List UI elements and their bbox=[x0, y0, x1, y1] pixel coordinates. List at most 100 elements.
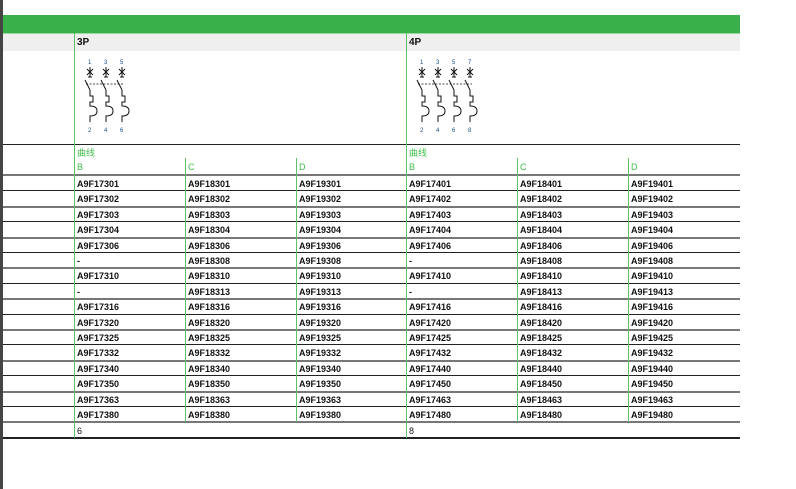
row-divider bbox=[3, 237, 740, 239]
product-reference: A9F19350 bbox=[299, 379, 342, 389]
terminal-number-top: 1 bbox=[420, 60, 424, 66]
window-edge bbox=[0, 0, 3, 489]
product-reference: A9F17416 bbox=[409, 302, 452, 312]
product-reference: A9F18406 bbox=[520, 241, 563, 251]
product-reference: A9F19480 bbox=[631, 410, 674, 420]
row-divider bbox=[3, 267, 740, 269]
product-reference: A9F18316 bbox=[188, 302, 231, 312]
product-reference: A9F19432 bbox=[631, 348, 674, 358]
product-reference: A9F17432 bbox=[409, 348, 452, 358]
product-reference: A9F17302 bbox=[77, 194, 120, 204]
product-reference: A9F18310 bbox=[188, 271, 231, 281]
product-reference: A9F19301 bbox=[299, 179, 342, 189]
product-reference: A9F19416 bbox=[631, 302, 674, 312]
pole-width-value: 6 bbox=[77, 426, 83, 436]
product-reference: A9F19316 bbox=[299, 302, 342, 312]
terminal-number-top: 5 bbox=[452, 60, 456, 66]
product-reference: A9F17425 bbox=[409, 333, 452, 343]
row-divider bbox=[3, 206, 740, 208]
product-reference: A9F18308 bbox=[188, 256, 231, 266]
product-reference: A9F18325 bbox=[188, 333, 231, 343]
product-reference: A9F19401 bbox=[631, 179, 674, 189]
product-reference: A9F19404 bbox=[631, 225, 674, 235]
product-reference: A9F17303 bbox=[77, 210, 120, 220]
product-reference: A9F17402 bbox=[409, 194, 452, 204]
product-reference: A9F19380 bbox=[299, 410, 342, 420]
product-reference: A9F18408 bbox=[520, 256, 563, 266]
product-reference: A9F17316 bbox=[77, 302, 120, 312]
product-reference: A9F18302 bbox=[188, 194, 231, 204]
divider bbox=[3, 174, 740, 176]
row-divider bbox=[3, 391, 740, 393]
row-divider bbox=[3, 190, 740, 191]
product-reference: A9F18340 bbox=[188, 364, 231, 374]
product-reference: A9F18313 bbox=[188, 287, 231, 297]
product-reference: A9F18401 bbox=[520, 179, 563, 189]
product-reference: A9F18463 bbox=[520, 395, 563, 405]
product-reference: A9F19408 bbox=[631, 256, 674, 266]
product-reference: A9F17450 bbox=[409, 379, 452, 389]
product-reference: A9F18306 bbox=[188, 241, 231, 251]
column-divider bbox=[517, 158, 518, 422]
terminal-number-bottom: 8 bbox=[468, 128, 472, 134]
row-divider bbox=[3, 298, 740, 300]
product-reference: A9F17306 bbox=[77, 241, 120, 251]
curve-label: 曲线 bbox=[409, 148, 428, 158]
row-divider bbox=[3, 421, 740, 423]
curve-header-b: B bbox=[77, 162, 84, 172]
product-reference: A9F18402 bbox=[520, 194, 563, 204]
product-reference: A9F17401 bbox=[409, 179, 452, 189]
product-reference: A9F17463 bbox=[409, 395, 452, 405]
row-divider bbox=[3, 283, 740, 284]
product-reference: A9F19320 bbox=[299, 318, 342, 328]
product-reference: A9F19413 bbox=[631, 287, 674, 297]
product-reference: A9F19308 bbox=[299, 256, 342, 266]
product-reference: A9F17363 bbox=[77, 395, 120, 405]
circuit-breaker-schematic-icon bbox=[416, 56, 490, 141]
product-reference: A9F17325 bbox=[77, 333, 120, 343]
product-reference: A9F17332 bbox=[77, 348, 120, 358]
terminal-number-bottom: 6 bbox=[120, 128, 124, 134]
row-divider bbox=[3, 329, 740, 331]
table-title-bar bbox=[3, 15, 740, 33]
terminal-number-bottom: 2 bbox=[88, 128, 92, 134]
product-reference: A9F18440 bbox=[520, 364, 563, 374]
product-reference: A9F19340 bbox=[299, 364, 342, 374]
product-reference: A9F19302 bbox=[299, 194, 342, 204]
column-divider bbox=[628, 158, 629, 422]
product-reference: A9F17380 bbox=[77, 410, 120, 420]
product-reference: A9F18332 bbox=[188, 348, 231, 358]
product-reference: A9F19440 bbox=[631, 364, 674, 374]
group-divider bbox=[406, 33, 407, 438]
row-divider bbox=[3, 252, 740, 253]
curve-header-b: B bbox=[409, 162, 416, 172]
product-reference: A9F19303 bbox=[299, 210, 342, 220]
product-reference: A9F18304 bbox=[188, 225, 231, 235]
product-reference: A9F18403 bbox=[520, 210, 563, 220]
product-reference: A9F18416 bbox=[520, 302, 563, 312]
row-divider bbox=[3, 344, 740, 345]
product-reference: A9F17301 bbox=[77, 179, 120, 189]
pole-width-value: 8 bbox=[409, 426, 415, 436]
terminal-number-bottom: 4 bbox=[436, 128, 440, 134]
product-reference: A9F17304 bbox=[77, 225, 120, 235]
product-reference: A9F18303 bbox=[188, 210, 231, 220]
product-reference: A9F18350 bbox=[188, 379, 231, 389]
product-reference: A9F18301 bbox=[188, 179, 231, 189]
row-divider bbox=[3, 360, 740, 362]
terminal-number-top: 3 bbox=[104, 60, 108, 66]
product-reference: A9F17404 bbox=[409, 225, 452, 235]
product-reference: A9F18320 bbox=[188, 318, 231, 328]
row-divider bbox=[3, 221, 740, 222]
terminal-number-top: 3 bbox=[436, 60, 440, 66]
product-reference: A9F17420 bbox=[409, 318, 452, 328]
terminal-number-bottom: 4 bbox=[104, 128, 108, 134]
curve-header-c: C bbox=[520, 162, 527, 172]
product-reference: A9F17410 bbox=[409, 271, 452, 281]
product-reference: A9F18413 bbox=[520, 287, 563, 297]
product-reference: A9F19310 bbox=[299, 271, 342, 281]
terminal-number-top: 7 bbox=[468, 60, 472, 66]
divider bbox=[3, 144, 740, 145]
curve-header-d: D bbox=[299, 162, 306, 172]
pole-header-row bbox=[3, 33, 740, 51]
